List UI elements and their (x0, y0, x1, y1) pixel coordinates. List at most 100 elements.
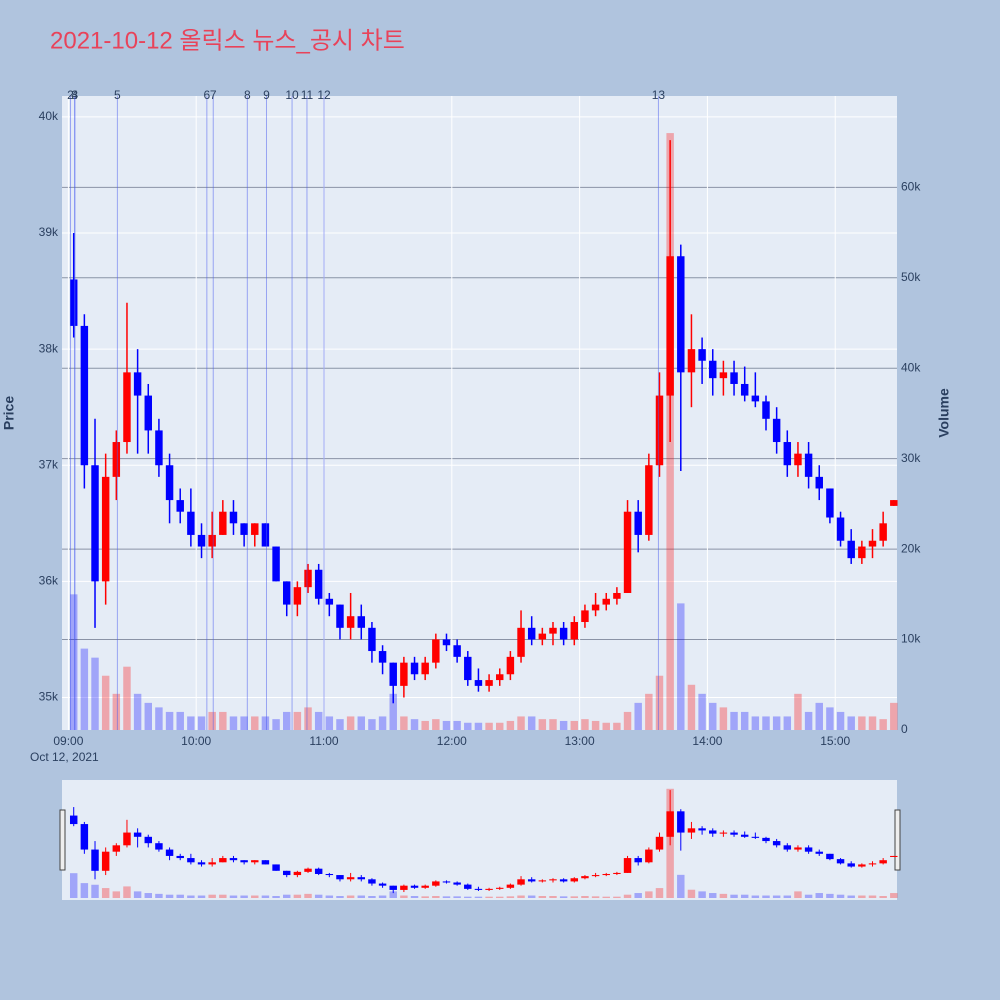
volume-bar (442, 720, 451, 730)
candle-body (80, 824, 89, 850)
candle-body (868, 863, 877, 865)
volume-bar (570, 720, 579, 730)
volume-bar (804, 894, 813, 898)
candle-body (570, 622, 579, 640)
y2-tick-label: 0 (901, 722, 908, 736)
volume-bar (772, 895, 781, 898)
candle-body (133, 372, 142, 396)
candle-body (549, 627, 557, 634)
news-label: 10 (285, 88, 299, 102)
volume-bar (613, 722, 621, 730)
volume-bar (623, 894, 632, 898)
candle-body (559, 879, 568, 882)
candle-body (485, 888, 493, 890)
volume-bar (496, 896, 504, 898)
candle-body (613, 592, 621, 599)
range-handle-left[interactable] (59, 809, 66, 871)
candle-body (826, 853, 834, 860)
candle-body (389, 885, 397, 890)
candle-body (325, 598, 334, 605)
volume-bar (187, 716, 195, 730)
candle-body (559, 627, 568, 640)
volume-bar (410, 896, 419, 898)
volume-bar (474, 722, 483, 730)
candle-body (336, 875, 344, 880)
candle-body (368, 627, 376, 652)
volume-bar (176, 894, 184, 898)
x-tick-label: 09:00 (53, 734, 83, 748)
candle-body (613, 872, 621, 874)
candle-body (101, 851, 110, 871)
volume-bar (890, 893, 898, 898)
volume-bar (101, 888, 110, 898)
candle-body (740, 383, 749, 396)
candle-body (69, 815, 78, 825)
candle-body (836, 859, 845, 864)
news-label: 12 (317, 88, 331, 102)
candle-body (144, 836, 152, 844)
candle-body (677, 811, 685, 833)
range-handle-right[interactable] (894, 809, 901, 871)
candle-body (314, 569, 323, 599)
volume-bar (826, 707, 834, 730)
volume-bar (453, 720, 461, 730)
candle-body (794, 453, 802, 466)
news-label: 6 (204, 88, 211, 102)
volume-bar (325, 895, 334, 898)
x-date-label: Oct 12, 2021 (30, 750, 99, 764)
volume-bar (613, 896, 621, 898)
news-label: 5 (114, 88, 121, 102)
candle-body (762, 401, 770, 419)
candle-body (357, 616, 366, 628)
range-slider[interactable] (62, 780, 897, 900)
candle-body (496, 887, 504, 889)
volume-bar (282, 711, 291, 730)
candle-body (783, 442, 792, 466)
volume-bar (506, 896, 515, 898)
candle-body (687, 828, 696, 833)
volume-bar (826, 893, 834, 898)
volume-bar (570, 896, 579, 898)
candle-body (645, 849, 653, 863)
volume-bar (719, 893, 728, 898)
volume-bar (197, 895, 206, 898)
volume-bar (357, 716, 366, 730)
volume-bar (506, 720, 515, 730)
candle-body (155, 843, 163, 850)
candle-body (208, 862, 216, 865)
candle-body (709, 360, 717, 379)
volume-bar (272, 719, 280, 730)
volume-bar (634, 702, 642, 730)
candle-body (251, 523, 259, 535)
candle-body (815, 851, 823, 854)
volume-bar (314, 711, 323, 730)
volume-bar (464, 896, 472, 898)
volume-bar (112, 693, 121, 730)
volume-bar (112, 891, 121, 898)
y-tick-label: 39k (39, 225, 59, 239)
candle-body (751, 395, 760, 402)
news-label: 3 (71, 88, 78, 102)
candle-body (794, 847, 802, 850)
candle-body (325, 873, 334, 876)
candle-body (400, 885, 408, 890)
volume-bar (762, 895, 770, 898)
volume-bar (91, 657, 99, 730)
candle-body (336, 604, 344, 628)
candle-body (314, 868, 323, 874)
candle-body (410, 885, 419, 888)
volume-bar (133, 891, 142, 898)
candle-body (474, 888, 483, 890)
candle-body (804, 453, 813, 477)
volume-bar (858, 716, 866, 730)
volume-bar (91, 884, 99, 898)
candle-body (581, 876, 589, 879)
candle-body (666, 811, 674, 837)
candle-body (858, 546, 866, 559)
volume-bar (485, 722, 493, 730)
candle-body (868, 540, 877, 547)
candle-body (698, 828, 706, 831)
volume-bar (208, 711, 216, 730)
volume-bar (655, 888, 664, 898)
candle-body (378, 651, 387, 663)
